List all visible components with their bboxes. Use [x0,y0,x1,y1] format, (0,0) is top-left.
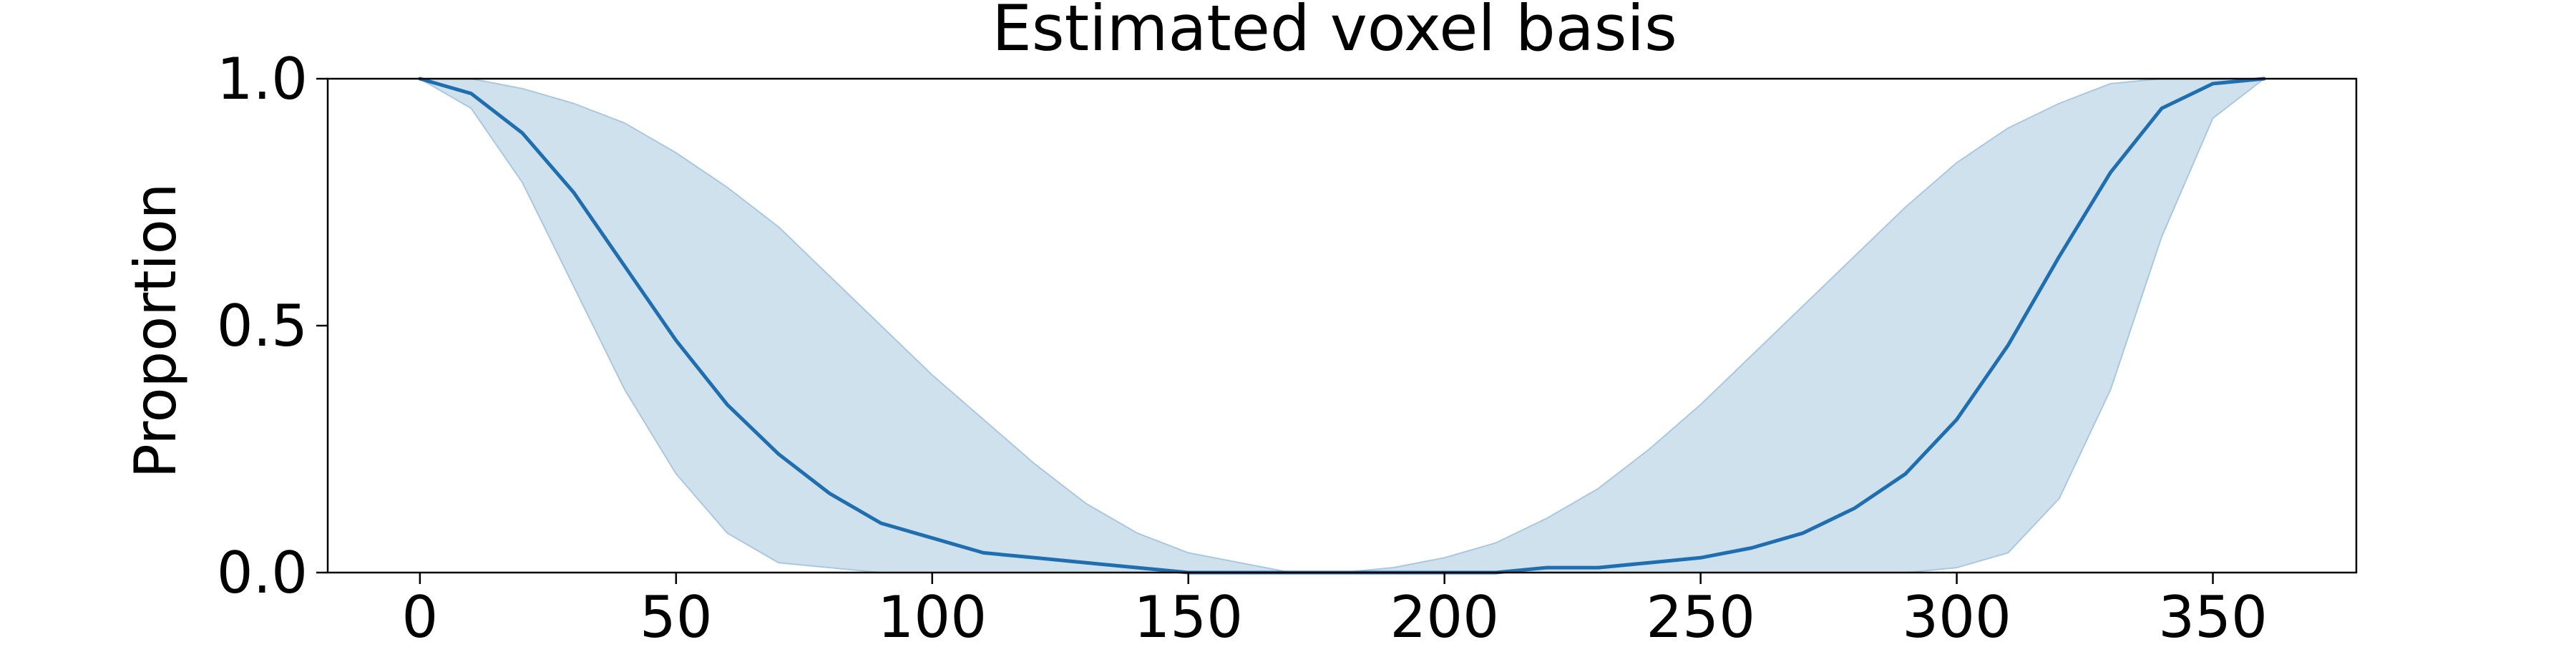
confidence-band-0 [419,78,2265,573]
x-tick-label: 50 [640,584,713,644]
y-tick-label: 0.5 [217,293,308,359]
tick-layer: 0 50 100 150 200 250 300 350 0.0 0.5 1.0 [217,46,2268,647]
chart-title: Estimated voxel basis [992,0,1677,65]
x-tick-label: 200 [1390,584,1499,644]
x-tick-label: 250 [1646,584,1755,644]
x-tick-label: 100 [877,584,987,644]
x-tick-label: 150 [1133,584,1243,644]
x-tick-label: 0 [401,584,438,644]
x-tick-label: 300 [1902,584,2011,644]
y-tick-label: 1.0 [217,46,308,112]
confidence-band-layer [419,78,2265,573]
y-axis-label: Proportion [122,183,189,479]
y-tick-label: 0.0 [217,540,308,606]
x-tick-label: 350 [2158,584,2268,644]
